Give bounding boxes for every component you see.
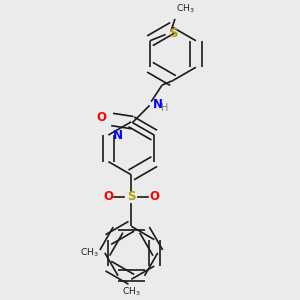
Text: CH$_3$: CH$_3$ [80,247,98,259]
Text: H: H [161,103,169,113]
Text: CH$_3$: CH$_3$ [122,286,141,298]
Text: N: N [113,129,123,142]
Text: O: O [96,111,106,124]
Text: CH$_3$: CH$_3$ [176,3,194,15]
Text: S: S [127,190,136,203]
Text: N: N [153,98,163,111]
Text: S: S [169,27,177,40]
Text: O: O [150,190,160,203]
Text: O: O [103,190,113,203]
